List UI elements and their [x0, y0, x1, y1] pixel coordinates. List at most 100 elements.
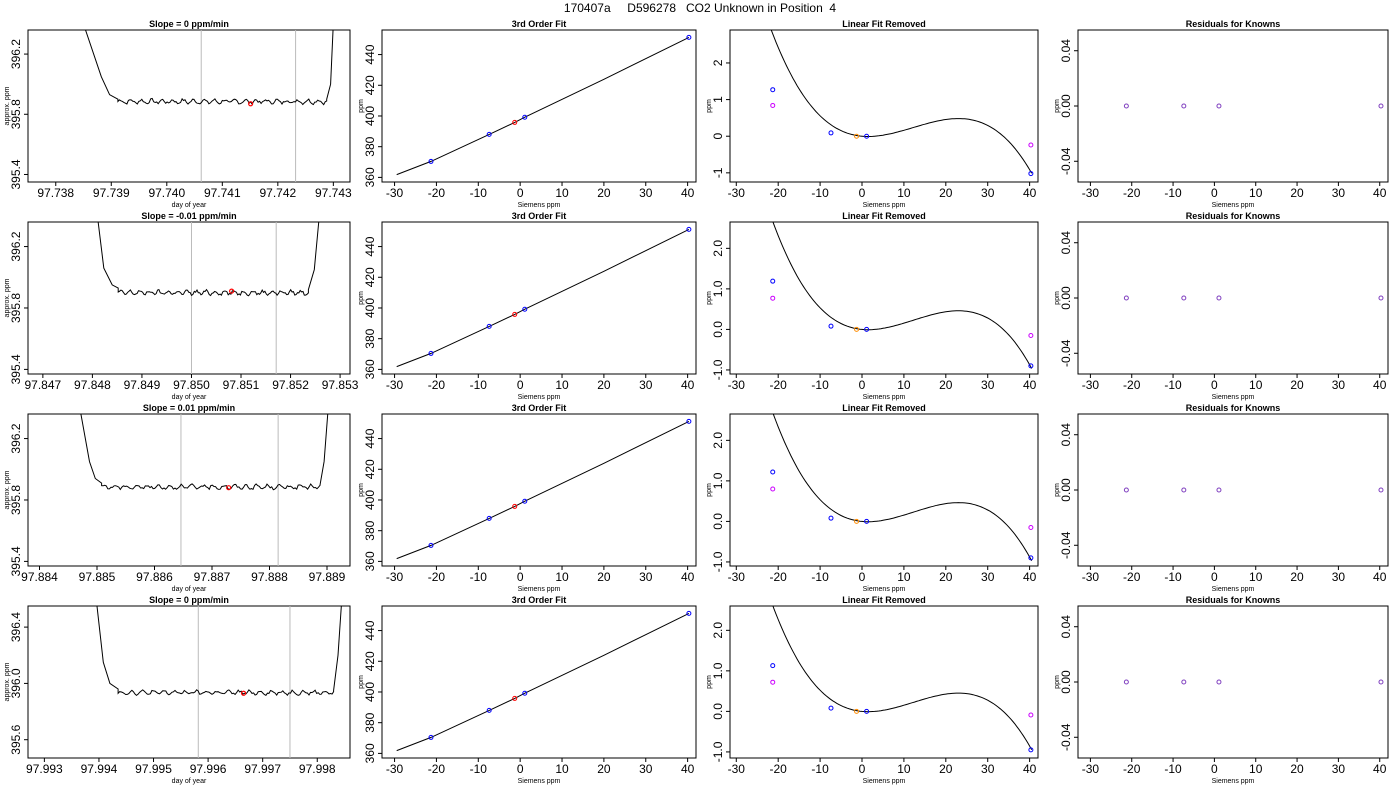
y-axis-label: ppm: [1054, 675, 1061, 689]
known-point: [428, 158, 434, 164]
plot-area: [770, 30, 1034, 177]
known-point: [828, 323, 834, 329]
x-tick-label: 30: [981, 378, 995, 392]
x-tick-label: -20: [428, 570, 446, 584]
x-tick-label: -10: [470, 762, 488, 776]
y-tick-label: 395.6: [9, 724, 23, 754]
x-axis-label: Siemens ppm: [518, 586, 561, 593]
x-tick-label: -20: [428, 186, 446, 200]
panel-title: Slope = 0.01 ppm/min: [143, 403, 235, 413]
panel-fit-2: 3rd Order Fit Siemens ppm ppm -30 -20 -10 0 10 2…: [358, 211, 697, 401]
y-tick-label: 0.04: [1059, 39, 1073, 63]
y-axis-label: ppm: [358, 99, 365, 113]
y-tick-label: 395.4: [9, 159, 23, 189]
panel-title: Slope = -0.01 ppm/min: [141, 211, 236, 221]
x-tick-label: 40: [1373, 762, 1387, 776]
y-tick-label: 1: [711, 96, 725, 103]
cubic-curve: [772, 222, 1033, 369]
y-tick-label: 440: [363, 44, 377, 64]
fit-curve: [396, 420, 690, 560]
plot-area: [770, 414, 1034, 562]
cubic-curve: [772, 606, 1033, 750]
known-point: [1028, 555, 1034, 561]
y-tick-label: 380: [363, 328, 377, 348]
panel-linear-1: Linear Fit Removed Siemens ppm ppm -30 -20 -1…: [706, 19, 1039, 209]
residual-point: [1123, 487, 1129, 493]
x-tick-label: 20: [939, 570, 953, 584]
y-tick-label: 396.2: [9, 39, 23, 69]
known-point: [770, 469, 776, 475]
x-tick-label: 30: [981, 570, 995, 584]
magenta-point: [1028, 332, 1034, 338]
panel-fit-4: 3rd Order Fit Siemens ppm ppm -30 -20 -10 0 10 2…: [358, 595, 697, 785]
x-tick-label: 30: [981, 762, 995, 776]
x-axis-label: day of year: [172, 394, 207, 401]
plot-area: [1123, 679, 1384, 685]
x-tick-label: -30: [1082, 762, 1100, 776]
panel-title: Linear Fit Removed: [842, 595, 926, 605]
x-axis-label: day of year: [172, 202, 207, 209]
x-axis-label: Siemens ppm: [1212, 778, 1255, 785]
x-tick-label: 97.738: [37, 186, 74, 200]
x-axis-label: Siemens ppm: [863, 202, 906, 209]
panel-linear-2: Linear Fit Removed Siemens ppm ppm -30 -20 -1…: [706, 211, 1039, 401]
x-tick-label: -20: [1123, 378, 1141, 392]
y-tick-label: 420: [363, 75, 377, 95]
y-tick-label: 400: [363, 490, 377, 510]
x-tick-label: 97.888: [251, 570, 288, 584]
x-tick-label: 97.847: [25, 378, 62, 392]
x-tick-label: -10: [470, 378, 488, 392]
y-tick-label: -1.0: [711, 551, 725, 572]
panel-timeseries-4: Slope = 0 ppm/min day of year approx. ppm 9…: [4, 595, 351, 785]
data-trace: [97, 222, 320, 297]
x-tick-label: 97.741: [204, 186, 241, 200]
x-tick-label: -10: [811, 762, 829, 776]
plot-area: [396, 418, 692, 560]
x-tick-label: -10: [811, 378, 829, 392]
panel-title: Slope = 0 ppm/min: [149, 19, 229, 29]
x-tick-label: 20: [1290, 762, 1304, 776]
y-tick-label: 420: [363, 651, 377, 671]
y-axis-label: ppm: [358, 291, 365, 305]
y-axis-label: ppm: [358, 675, 365, 689]
x-tick-label: 0: [859, 762, 866, 776]
x-tick-label: -10: [1164, 378, 1182, 392]
known-point: [828, 705, 834, 711]
y-tick-label: 380: [363, 712, 377, 732]
plot-area: [80, 414, 329, 566]
panel-fit-1: 3rd Order Fit Siemens ppm ppm -30 -20 -10 0 10 2…: [358, 19, 697, 209]
x-tick-label: -20: [1123, 762, 1141, 776]
x-tick-label: 30: [1332, 186, 1346, 200]
y-axis-label: ppm: [706, 483, 713, 497]
y-tick-label: 396.4: [9, 612, 23, 642]
plot-frame: [381, 29, 697, 183]
x-tick-label: 97.849: [124, 378, 161, 392]
known-point: [864, 708, 870, 714]
known-point: [686, 610, 692, 616]
x-axis-label: Siemens ppm: [1212, 586, 1255, 593]
known-point: [770, 87, 776, 93]
orange-point: [854, 518, 860, 524]
x-axis-label: Siemens ppm: [518, 394, 561, 401]
x-tick-label: -30: [386, 762, 404, 776]
residual-point: [1123, 103, 1129, 109]
x-tick-label: 97.739: [93, 186, 130, 200]
sample-marker: [229, 288, 235, 294]
fit-curve: [396, 228, 690, 368]
y-axis-label: ppm: [706, 675, 713, 689]
x-tick-label: 97.998: [299, 762, 336, 776]
plot-area: [770, 606, 1034, 753]
x-tick-label: 10: [897, 378, 911, 392]
x-tick-label: 40: [681, 186, 695, 200]
x-tick-label: -20: [770, 378, 788, 392]
x-tick-label: 0: [517, 378, 524, 392]
magenta-point: [770, 295, 776, 301]
y-tick-label: 400: [363, 106, 377, 126]
known-point: [1028, 363, 1034, 369]
x-tick-label: 97.853: [322, 378, 359, 392]
sample-marker: [240, 690, 247, 696]
x-tick-label: 97.994: [81, 762, 118, 776]
y-tick-label: -0.04: [1059, 339, 1073, 367]
x-axis-label: day of year: [172, 586, 207, 593]
y-axis-label: ppm: [706, 291, 713, 305]
